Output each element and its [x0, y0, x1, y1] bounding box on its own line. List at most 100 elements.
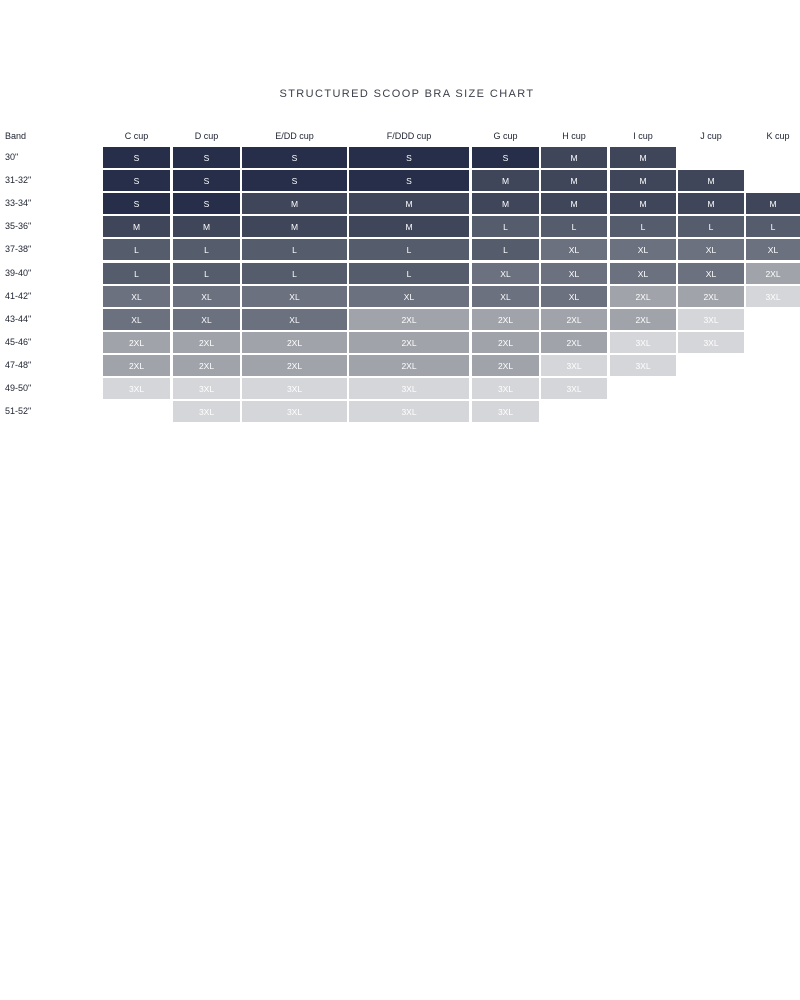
band-label: 31-32": [5, 175, 32, 185]
band-label: 30": [5, 152, 19, 162]
size-cell: 2XL: [472, 332, 539, 353]
size-cell: S: [103, 170, 170, 191]
band-label: 45-46": [5, 337, 32, 347]
size-cell: 3XL: [610, 355, 676, 376]
cup-header-h: H cup: [562, 131, 586, 141]
size-cell: S: [103, 193, 170, 214]
cup-header-c: C cup: [124, 131, 149, 141]
size-cell: XL: [349, 286, 469, 307]
size-cell: M: [746, 193, 800, 214]
size-cell: 2XL: [472, 309, 539, 330]
size-cell: L: [349, 239, 469, 260]
size-cell: 2XL: [472, 355, 539, 376]
size-cell: 3XL: [173, 378, 240, 399]
size-cell: S: [349, 147, 469, 168]
size-row: 33-34" S S M M M M M M M: [0, 193, 800, 215]
band-label: 35-36": [5, 221, 32, 231]
band-label: 51-52": [5, 406, 32, 416]
band-label: 43-44": [5, 314, 32, 324]
size-cell: 3XL: [746, 286, 800, 307]
band-label: 39-40": [5, 268, 32, 278]
size-row: 51-52" 3XL 3XL 3XL 3XL: [0, 401, 800, 423]
size-cell: XL: [242, 286, 347, 307]
size-cell: XL: [678, 239, 744, 260]
size-cell: M: [173, 216, 240, 237]
size-cell: L: [678, 216, 744, 237]
size-cell: XL: [103, 309, 170, 330]
size-cell: 2XL: [173, 332, 240, 353]
band-label: 37-38": [5, 244, 32, 254]
cup-header-k: K cup: [766, 131, 790, 141]
size-cell: L: [610, 216, 676, 237]
size-cell: L: [746, 216, 800, 237]
cup-header-d: D cup: [194, 131, 219, 141]
size-row: 39-40" L L L L XL XL XL XL 2XL: [0, 263, 800, 285]
size-cell: L: [173, 263, 240, 284]
size-cell: M: [472, 193, 539, 214]
size-row: 47-48" 2XL 2XL 2XL 2XL 2XL 3XL 3XL: [0, 355, 800, 377]
size-cell: XL: [472, 263, 539, 284]
size-cell: 3XL: [541, 378, 607, 399]
size-cell: L: [103, 263, 170, 284]
size-cell: 3XL: [242, 401, 347, 422]
size-cell: 3XL: [541, 355, 607, 376]
size-cell: 2XL: [541, 309, 607, 330]
size-cell: XL: [173, 286, 240, 307]
size-cell: M: [610, 170, 676, 191]
size-cell: M: [472, 170, 539, 191]
size-cell: 2XL: [349, 355, 469, 376]
size-cell: M: [349, 193, 469, 214]
size-cell: M: [541, 193, 607, 214]
size-cell: XL: [541, 239, 607, 260]
size-cell: S: [173, 170, 240, 191]
size-cell: S: [242, 170, 347, 191]
band-label: 49-50": [5, 383, 32, 393]
size-row: 41-42" XL XL XL XL XL XL 2XL 2XL 3XL: [0, 286, 800, 308]
size-cell: M: [541, 170, 607, 191]
size-cell: 3XL: [349, 378, 469, 399]
size-cell: 2XL: [103, 332, 170, 353]
size-cell: 2XL: [610, 286, 676, 307]
size-cell: XL: [103, 286, 170, 307]
size-cell: M: [610, 147, 676, 168]
cup-header-j: J cup: [700, 131, 722, 141]
size-cell: 2XL: [746, 263, 800, 284]
size-cell: S: [472, 147, 539, 168]
size-cell: 2XL: [349, 332, 469, 353]
size-cell: 2XL: [242, 355, 347, 376]
size-cell: XL: [173, 309, 240, 330]
size-cell: 2XL: [678, 286, 744, 307]
size-cell: 2XL: [349, 309, 469, 330]
size-cell: 2XL: [610, 309, 676, 330]
size-cell: L: [349, 263, 469, 284]
size-cell: 3XL: [678, 332, 744, 353]
size-cell: M: [242, 193, 347, 214]
size-cell: L: [472, 216, 539, 237]
cup-header-e-dd: E/DD cup: [275, 131, 314, 141]
size-cell: XL: [678, 263, 744, 284]
size-cell: XL: [242, 309, 347, 330]
size-cell: M: [678, 170, 744, 191]
size-cell: M: [541, 147, 607, 168]
size-cell: 3XL: [472, 401, 539, 422]
size-cell: 3XL: [678, 309, 744, 330]
size-cell: S: [103, 147, 170, 168]
size-cell: S: [173, 147, 240, 168]
size-cell: XL: [541, 286, 607, 307]
cup-header-i: I cup: [633, 131, 653, 141]
size-cell: M: [242, 216, 347, 237]
band-label: 33-34": [5, 198, 32, 208]
size-cell: M: [678, 193, 744, 214]
size-cell: 2XL: [242, 332, 347, 353]
band-label: 41-42": [5, 291, 32, 301]
size-cell: 3XL: [349, 401, 469, 422]
size-cell: L: [242, 263, 347, 284]
size-row: 45-46" 2XL 2XL 2XL 2XL 2XL 2XL 3XL 3XL: [0, 332, 800, 354]
size-cell: L: [103, 239, 170, 260]
size-cell: M: [610, 193, 676, 214]
size-cell: S: [349, 170, 469, 191]
size-cell: L: [242, 239, 347, 260]
size-cell: 2XL: [541, 332, 607, 353]
size-row: 30" S S S S S M M: [0, 147, 800, 169]
size-row: 35-36" M M M M L L L L L: [0, 216, 800, 238]
